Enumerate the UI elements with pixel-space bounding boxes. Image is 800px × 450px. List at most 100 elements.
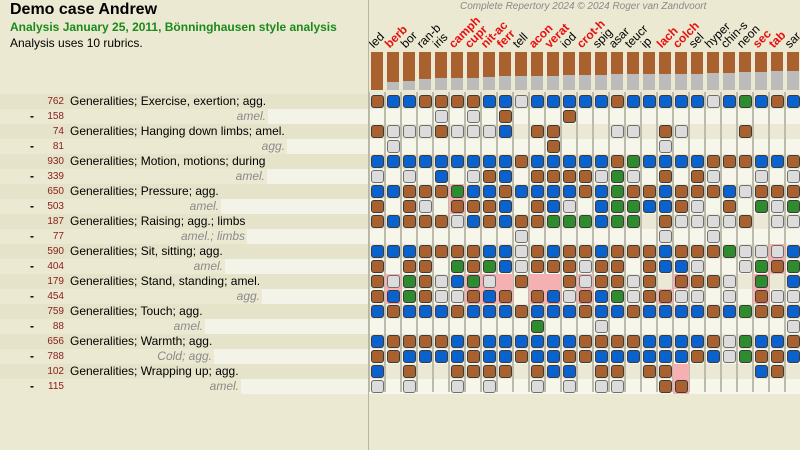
grade-cell-berb[interactable] xyxy=(385,349,401,364)
grade-cell-iris[interactable] xyxy=(433,379,449,394)
grade-cell-ip[interactable] xyxy=(641,199,657,214)
grade-cell-ip[interactable] xyxy=(641,169,657,184)
grade-cell-iod[interactable] xyxy=(561,214,577,229)
grade-cell-tell[interactable] xyxy=(513,229,529,244)
grade-cell-bor[interactable] xyxy=(401,289,417,304)
grade-cell-berb[interactable] xyxy=(385,154,401,169)
grade-cell-hyper[interactable] xyxy=(705,169,721,184)
grade-cell-spig[interactable] xyxy=(593,94,609,109)
grade-cell-iod[interactable] xyxy=(561,154,577,169)
grade-cell-ran-b[interactable] xyxy=(417,379,433,394)
grade-cell-chin-s[interactable] xyxy=(721,319,737,334)
grade-cell-sec[interactable] xyxy=(753,304,769,319)
grade-cell-colch[interactable] xyxy=(673,334,689,349)
grade-cell-acon[interactable] xyxy=(529,274,545,289)
grade-cell-iris[interactable] xyxy=(433,109,449,124)
grade-cell-tell[interactable] xyxy=(513,364,529,379)
grade-cell-acon[interactable] xyxy=(529,199,545,214)
grade-cell-camph[interactable] xyxy=(449,289,465,304)
grade-cell-iris[interactable] xyxy=(433,319,449,334)
grade-cell-iris[interactable] xyxy=(433,169,449,184)
grade-cell-camph[interactable] xyxy=(449,94,465,109)
grade-cell-bor[interactable] xyxy=(401,274,417,289)
grade-cell-tab[interactable] xyxy=(769,139,785,154)
grade-cell-nit-ac[interactable] xyxy=(481,379,497,394)
grade-cell-hyper[interactable] xyxy=(705,379,721,394)
grade-cell-verat[interactable] xyxy=(545,139,561,154)
grade-cell-ran-b[interactable] xyxy=(417,304,433,319)
grade-cell-tab[interactable] xyxy=(769,274,785,289)
rubric-subrow[interactable]: - 88 amel. xyxy=(0,319,800,334)
grade-cell-nit-ac[interactable] xyxy=(481,229,497,244)
remedy-header-ip[interactable]: ip xyxy=(637,34,655,51)
grade-cell-led[interactable] xyxy=(369,214,385,229)
grade-cell-iris[interactable] xyxy=(433,364,449,379)
grade-cell-tell[interactable] xyxy=(513,379,529,394)
grade-cell-cupr[interactable] xyxy=(465,304,481,319)
grade-cell-lach[interactable] xyxy=(657,184,673,199)
grade-cell-lach[interactable] xyxy=(657,304,673,319)
grade-cell-ip[interactable] xyxy=(641,184,657,199)
grade-cell-sel[interactable] xyxy=(689,109,705,124)
rubric-subrow[interactable]: - 339 amel. xyxy=(0,169,800,184)
grade-cell-chin-s[interactable] xyxy=(721,139,737,154)
grade-cell-acon[interactable] xyxy=(529,154,545,169)
grade-cell-bor[interactable] xyxy=(401,154,417,169)
grade-cell-chin-s[interactable] xyxy=(721,379,737,394)
grade-cell-camph[interactable] xyxy=(449,199,465,214)
grade-cell-chin-s[interactable] xyxy=(721,304,737,319)
grade-cell-sar[interactable] xyxy=(785,244,800,259)
grade-cell-acon[interactable] xyxy=(529,214,545,229)
grade-cell-nit-ac[interactable] xyxy=(481,289,497,304)
grade-cell-camph[interactable] xyxy=(449,274,465,289)
grade-cell-teucr[interactable] xyxy=(625,274,641,289)
grade-cell-colch[interactable] xyxy=(673,94,689,109)
grade-cell-verat[interactable] xyxy=(545,364,561,379)
grade-cell-spig[interactable] xyxy=(593,274,609,289)
rubric-subrow[interactable]: - 404 amel. xyxy=(0,259,800,274)
grade-cell-teucr[interactable] xyxy=(625,304,641,319)
sub-rubric-text[interactable]: amel. xyxy=(209,379,239,393)
grade-cell-spig[interactable] xyxy=(593,214,609,229)
grade-cell-ran-b[interactable] xyxy=(417,124,433,139)
grade-cell-lach[interactable] xyxy=(657,94,673,109)
grade-cell-sar[interactable] xyxy=(785,304,800,319)
grade-cell-cupr[interactable] xyxy=(465,379,481,394)
grade-cell-crot-h[interactable] xyxy=(577,109,593,124)
grade-cell-bor[interactable] xyxy=(401,184,417,199)
grade-cell-berb[interactable] xyxy=(385,259,401,274)
grade-cell-crot-h[interactable] xyxy=(577,199,593,214)
grade-cell-bor[interactable] xyxy=(401,244,417,259)
grade-cell-cupr[interactable] xyxy=(465,319,481,334)
grade-cell-teucr[interactable] xyxy=(625,364,641,379)
grade-cell-sel[interactable] xyxy=(689,154,705,169)
grade-cell-lach[interactable] xyxy=(657,154,673,169)
grade-cell-led[interactable] xyxy=(369,304,385,319)
analysis-title[interactable]: Analysis January 25, 2011, Bönninghausen… xyxy=(10,20,337,34)
grade-cell-neon[interactable] xyxy=(737,154,753,169)
grade-cell-camph[interactable] xyxy=(449,379,465,394)
grade-cell-sel[interactable] xyxy=(689,304,705,319)
grade-cell-sec[interactable] xyxy=(753,364,769,379)
grade-cell-sar[interactable] xyxy=(785,94,800,109)
grade-cell-bor[interactable] xyxy=(401,214,417,229)
grade-cell-crot-h[interactable] xyxy=(577,274,593,289)
grade-cell-tab[interactable] xyxy=(769,229,785,244)
grade-cell-verat[interactable] xyxy=(545,214,561,229)
grade-cell-iris[interactable] xyxy=(433,334,449,349)
grade-cell-verat[interactable] xyxy=(545,319,561,334)
grade-cell-cupr[interactable] xyxy=(465,139,481,154)
grade-cell-hyper[interactable] xyxy=(705,199,721,214)
grade-cell-acon[interactable] xyxy=(529,349,545,364)
grade-cell-hyper[interactable] xyxy=(705,289,721,304)
grade-cell-sec[interactable] xyxy=(753,319,769,334)
grade-cell-ferr[interactable] xyxy=(497,289,513,304)
grade-cell-asar[interactable] xyxy=(609,289,625,304)
grade-cell-teucr[interactable] xyxy=(625,199,641,214)
grade-cell-spig[interactable] xyxy=(593,319,609,334)
grade-cell-neon[interactable] xyxy=(737,94,753,109)
grade-cell-hyper[interactable] xyxy=(705,124,721,139)
grade-cell-chin-s[interactable] xyxy=(721,199,737,214)
grade-cell-sel[interactable] xyxy=(689,274,705,289)
grade-cell-tab[interactable] xyxy=(769,259,785,274)
